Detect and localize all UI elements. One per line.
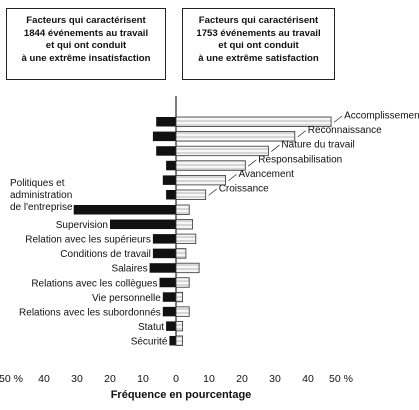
hygiene-bar-dissatisfaction xyxy=(162,306,176,317)
legend-satisfaction: Facteurs qui caractérisent 1753 événemen… xyxy=(182,8,335,80)
x-tick-label: 50 % xyxy=(329,373,353,385)
hygiene-bar-dissatisfaction xyxy=(152,248,176,259)
leader-line xyxy=(208,188,217,196)
hygiene-label: Sécurité xyxy=(131,336,168,347)
motivator-bar-dissatisfaction xyxy=(166,190,176,200)
hygiene-bar-dissatisfaction xyxy=(152,234,176,244)
motivator-bar-dissatisfaction xyxy=(156,146,176,156)
hygiene-bar-dissatisfaction xyxy=(159,277,176,288)
x-tick-label: 0 xyxy=(173,373,179,385)
x-tick-label: 30 xyxy=(269,373,281,385)
motivator-bar-dissatisfaction xyxy=(166,160,176,171)
legend-satisfaction-text: Facteurs qui caractérisent 1753 événemen… xyxy=(196,15,321,64)
legend-dissatisfaction: Facteurs qui caractérisent 1844 événemen… xyxy=(6,8,166,80)
hygiene-bar-dissatisfaction xyxy=(110,219,176,230)
hygiene-bar-satisfaction xyxy=(175,306,190,317)
hygiene-bar-satisfaction xyxy=(175,262,200,274)
motivator-bar-satisfaction xyxy=(175,145,269,157)
motivator-bar-satisfaction xyxy=(175,160,246,171)
x-axis-title: Fréquence en pourcentage xyxy=(110,389,252,401)
hygiene-bar-dissatisfaction xyxy=(149,263,176,273)
leader-line xyxy=(297,130,307,138)
motivator-label: Accomplissement xyxy=(344,111,419,122)
hygiene-bar-satisfaction xyxy=(175,219,193,230)
motivator-bar-satisfaction xyxy=(175,174,226,186)
motivator-label: Avancement xyxy=(239,169,295,180)
hygiene-bar-satisfaction xyxy=(175,277,190,288)
hygiene-bar-dissatisfaction xyxy=(162,292,176,302)
hygiene-label: Relations avec les collègues xyxy=(31,278,157,289)
leader-line xyxy=(333,115,343,123)
hygiene-label: Politiques et administration de l'entrepri… xyxy=(10,178,73,213)
x-tick-label: 20 xyxy=(104,373,116,385)
motivator-label: Responsabilisation xyxy=(258,154,342,165)
hygiene-label: Conditions de travail xyxy=(60,249,151,260)
motivator-label: Reconnaissance xyxy=(308,125,382,136)
hygiene-bar-satisfaction xyxy=(175,233,197,245)
motivator-label: Nature du travail xyxy=(281,140,354,151)
motivator-bar-dissatisfaction xyxy=(156,117,176,127)
motivator-bar-satisfaction xyxy=(175,116,332,127)
motivator-bar-satisfaction xyxy=(175,131,296,142)
hygiene-label: Relation avec les supérieurs xyxy=(25,235,151,246)
hygiene-label: Statut xyxy=(138,322,164,333)
legend-dissatisfaction-text: Facteurs qui caractérisent 1844 événemen… xyxy=(21,15,151,64)
hygiene-label: Salaires xyxy=(111,264,147,275)
x-tick-label: 40 xyxy=(38,373,50,385)
hygiene-label: Supervision xyxy=(56,220,108,231)
motivator-bar-satisfaction xyxy=(175,189,207,200)
leader-line xyxy=(271,144,280,152)
hygiene-bar-satisfaction xyxy=(175,335,183,346)
hygiene-label: Vie personnelle xyxy=(92,293,161,304)
x-tick-label: 10 xyxy=(137,373,149,385)
leader-line xyxy=(248,159,257,167)
motivator-bar-dissatisfaction xyxy=(152,131,176,142)
leader-line xyxy=(228,174,237,181)
x-tick-label: 40 xyxy=(302,373,314,385)
x-tick-label: 50 % xyxy=(0,373,23,385)
hygiene-bar-satisfaction xyxy=(175,320,183,332)
hygiene-label: Relations avec les subordonnés xyxy=(19,307,161,318)
hygiene-bar-satisfaction xyxy=(175,291,183,303)
hygiene-bar-satisfaction xyxy=(175,204,190,215)
hygiene-bar-dissatisfaction xyxy=(169,335,176,346)
x-tick-label: 30 xyxy=(71,373,83,385)
x-tick-label: 10 xyxy=(203,373,215,385)
motivator-label: Croissance xyxy=(219,184,269,195)
hygiene-bar-dissatisfaction xyxy=(73,205,176,215)
x-tick-label: 20 xyxy=(236,373,248,385)
hygiene-bar-satisfaction xyxy=(175,248,187,259)
motivator-bar-dissatisfaction xyxy=(162,175,176,185)
hygiene-bar-dissatisfaction xyxy=(166,321,176,331)
